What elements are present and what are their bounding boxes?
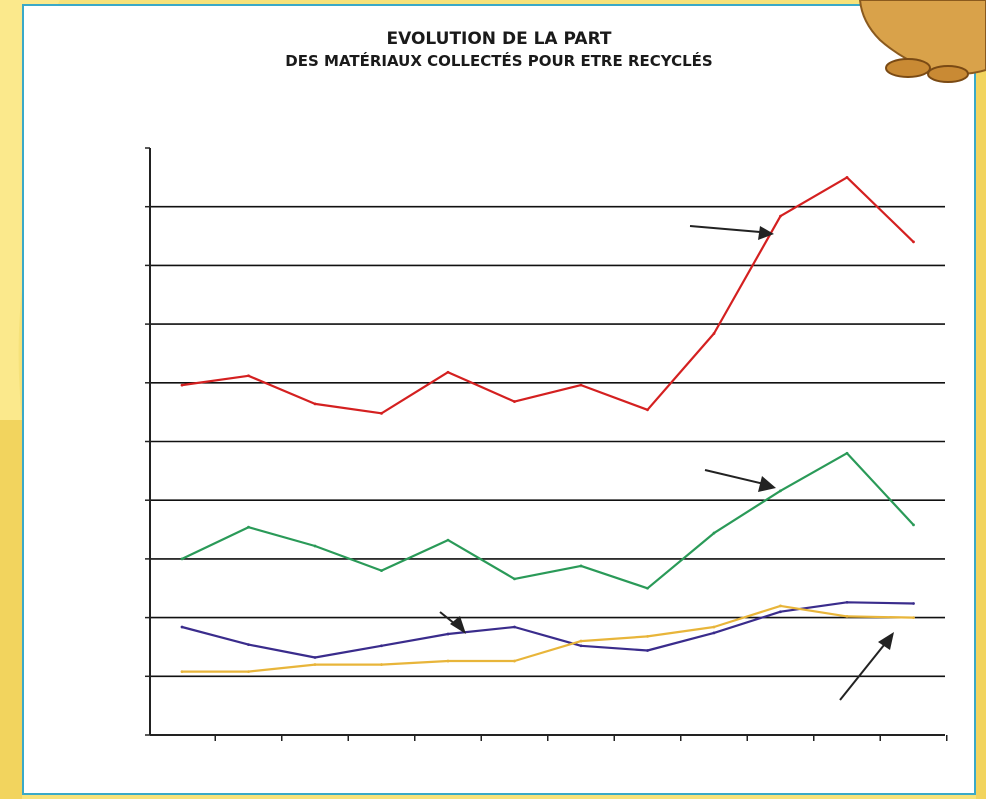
- data-point: [380, 411, 383, 415]
- data-point: [180, 670, 184, 674]
- data-point: [912, 240, 915, 244]
- chart-title: EVOLUTION DE LA PART: [386, 29, 612, 49]
- data-point: [646, 634, 649, 638]
- data-point: [513, 577, 516, 581]
- data-point: [313, 402, 317, 406]
- data-point: [247, 374, 250, 378]
- data-point: [513, 400, 516, 403]
- series-line-0: [181, 176, 915, 415]
- gridlines: [150, 205, 945, 678]
- data-point: [779, 214, 782, 218]
- data-point: [446, 370, 450, 374]
- data-point: [380, 644, 383, 648]
- data-point: [912, 616, 915, 619]
- data-point: [845, 615, 849, 618]
- data-point: [446, 538, 450, 542]
- data-point: [247, 670, 250, 674]
- data-point: [247, 525, 250, 529]
- annotation-press: [439, 611, 466, 634]
- data-point: [845, 451, 849, 455]
- data-point: [646, 586, 649, 590]
- data-point: [712, 631, 716, 635]
- data-point: [180, 383, 184, 387]
- chart-panel: [22, 4, 976, 795]
- data-point: [380, 663, 383, 666]
- series-line-3: [182, 604, 914, 673]
- data-point: [579, 564, 583, 568]
- data-point: [180, 625, 184, 629]
- chart-title-block: EVOLUTION DE LA PART DES MATÉRIAUX COLLE…: [22, 28, 976, 72]
- data-point: [313, 544, 317, 548]
- series-lines: [180, 175, 915, 674]
- data-point: [779, 489, 782, 493]
- data-point: [313, 656, 317, 659]
- data-point: [579, 383, 583, 387]
- data-point: [779, 604, 782, 608]
- data-point: [845, 175, 849, 179]
- data-point: [712, 531, 716, 535]
- data-point: [712, 625, 716, 629]
- data-point: [513, 625, 516, 629]
- data-point: [513, 659, 516, 663]
- data-point: [380, 569, 383, 573]
- data-point: [446, 659, 450, 663]
- data-point: [845, 600, 849, 604]
- data-point: [579, 644, 583, 648]
- data-point: [912, 523, 915, 527]
- data-point: [646, 408, 649, 412]
- annotation-paper: [689, 225, 774, 240]
- annotation-packaging: [839, 632, 894, 701]
- data-point: [712, 332, 716, 335]
- data-point: [646, 649, 649, 652]
- data-point: [247, 643, 250, 647]
- data-point: [579, 639, 583, 643]
- chart-subtitle: DES MATÉRIAUX COLLECTÉS POUR ETRE RECYCL…: [285, 52, 713, 70]
- annotation-glass: [704, 469, 776, 492]
- data-point: [779, 610, 782, 614]
- series-line-1: [181, 452, 915, 590]
- data-point: [912, 602, 915, 605]
- data-point: [313, 663, 317, 666]
- data-point: [180, 557, 184, 561]
- data-point: [446, 632, 450, 636]
- series-line-2: [181, 601, 914, 659]
